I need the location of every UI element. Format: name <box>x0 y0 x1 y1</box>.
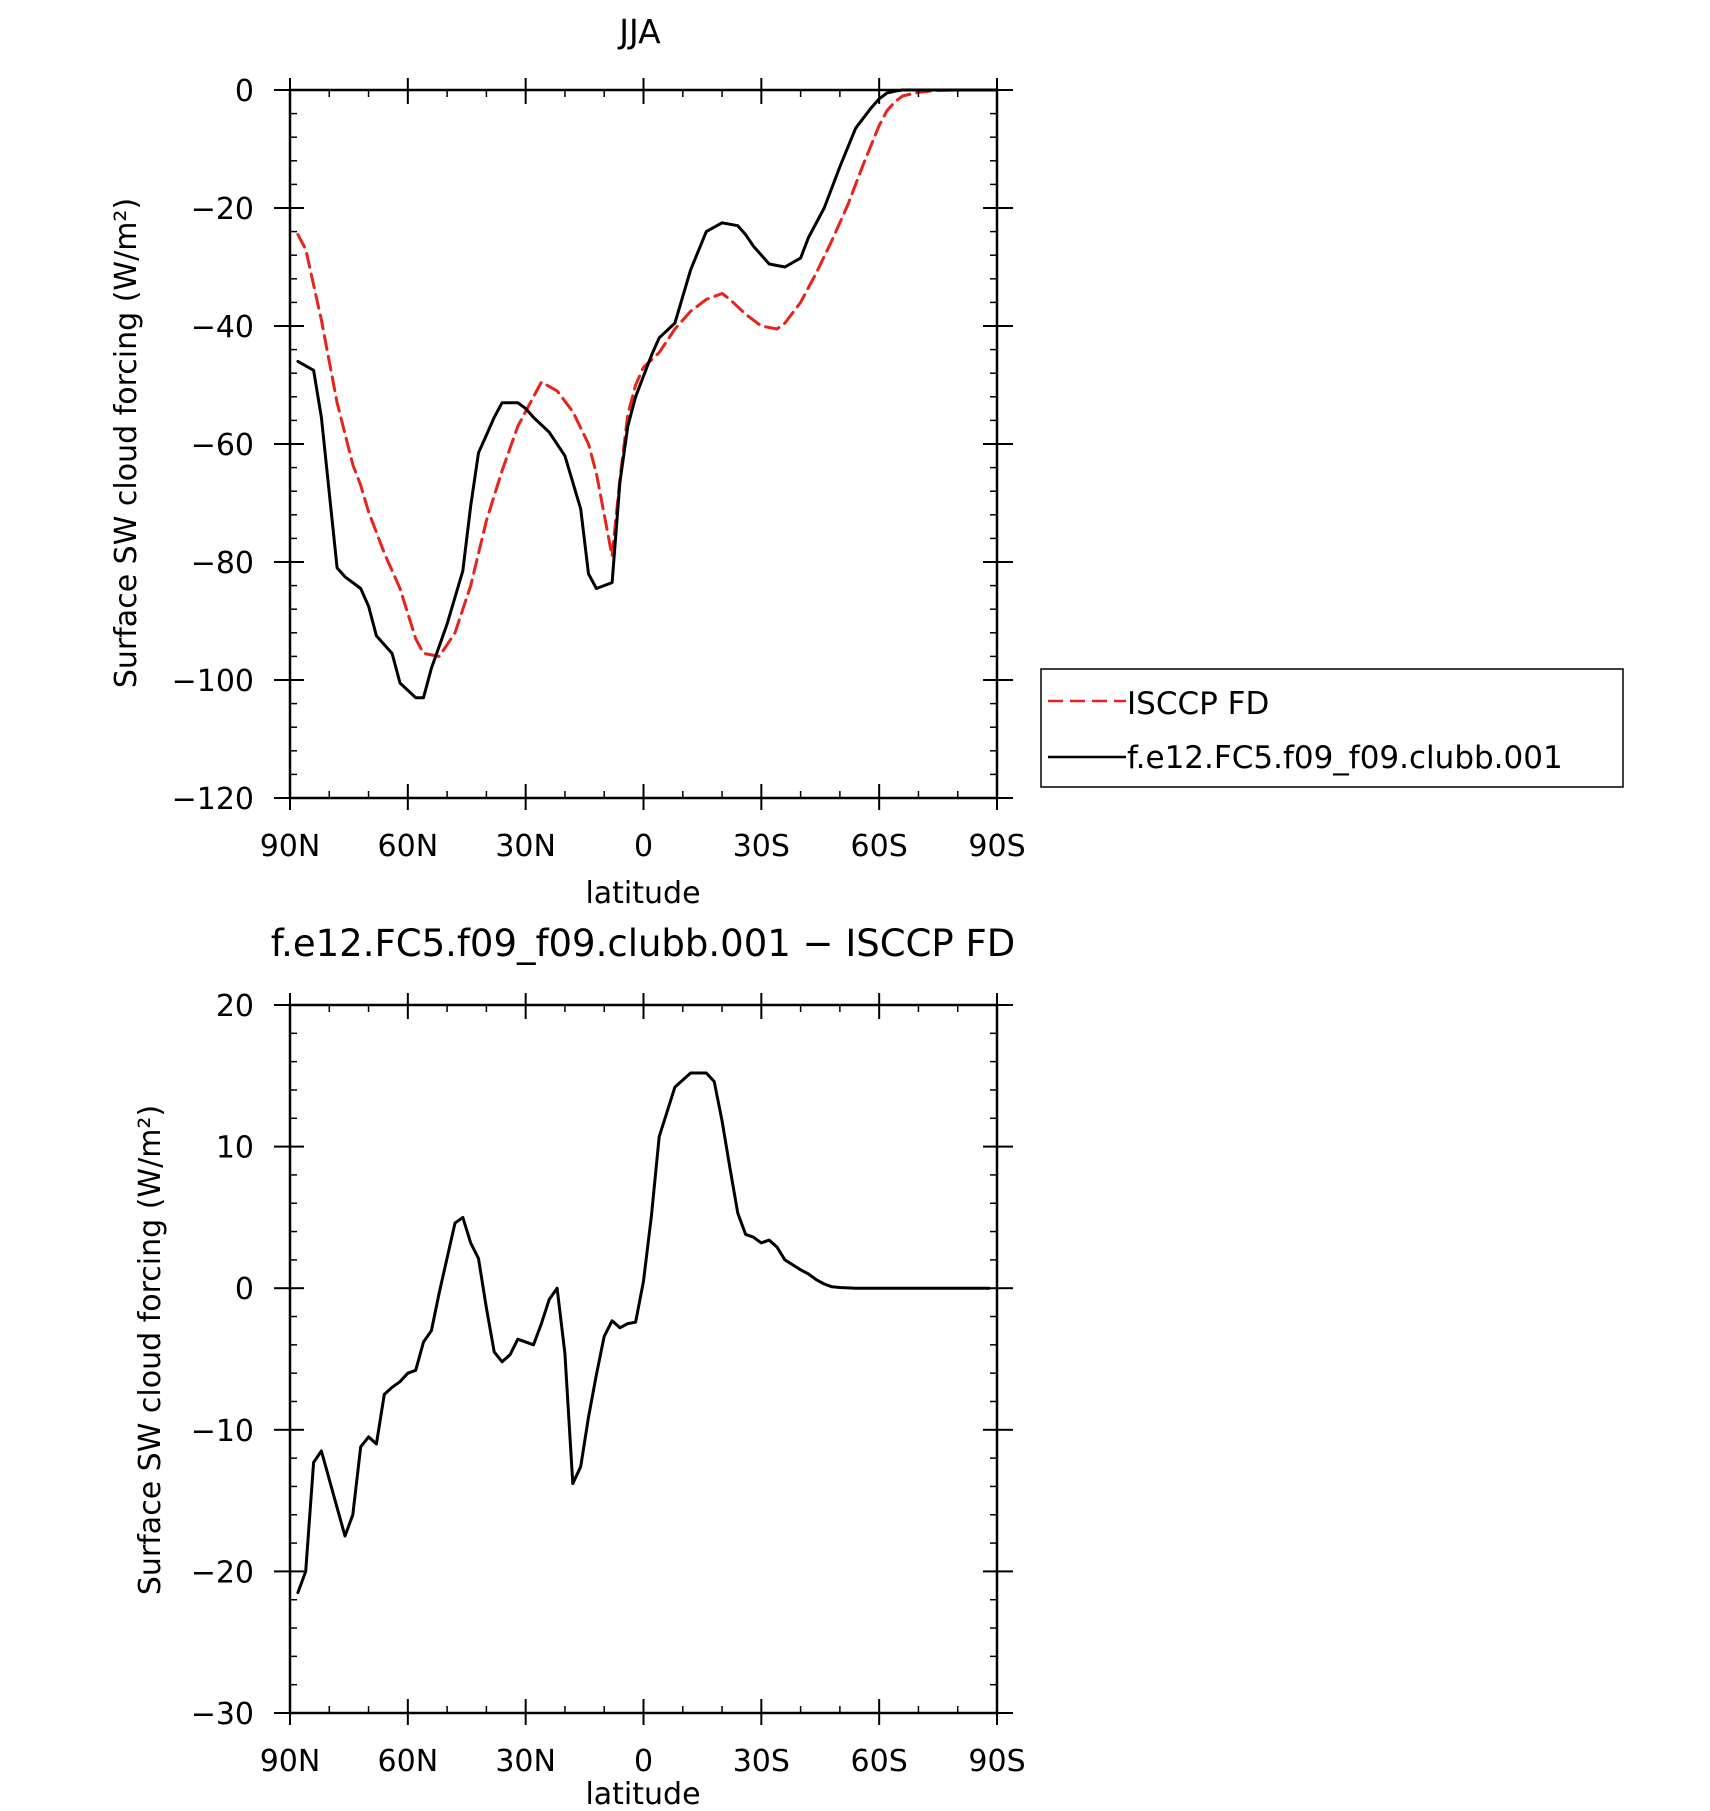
y-tick-label: −20 <box>191 1555 254 1590</box>
x-tick-label: 90S <box>968 1744 1025 1779</box>
top-series-line-0 <box>296 88 999 658</box>
y-tick-label: 0 <box>235 1272 254 1307</box>
top-chart-title: JJA <box>617 12 661 51</box>
bottom-chart-panel: f.e12.FC5.f09_f09.clubb.001 − ISCCP FD 9… <box>133 922 1026 1811</box>
x-tick-label: 90S <box>968 829 1025 864</box>
top-chart-plot-area <box>288 88 999 800</box>
top-plot-frame <box>288 88 999 800</box>
y-tick-label: −100 <box>172 664 254 699</box>
bottom-chart-x-axis-label: latitude <box>585 1777 700 1811</box>
top-chart-ticks: 90N 60N 30N 0 30S 60S 90S 0 −20 −40 −60 −80 −100 −120 <box>172 74 1026 864</box>
y-tick-label: −80 <box>191 546 254 581</box>
bot-series-line-0 <box>296 1071 991 1595</box>
x-tick-label: 30N <box>495 1744 556 1779</box>
x-tick-label: 60N <box>378 829 439 864</box>
top-chart-legend: ISCCP FD f.e12.FC5.f09_f09.clubb.001 <box>1040 668 1624 788</box>
top-series-line-1 <box>296 88 999 700</box>
top-chart-series-group <box>296 88 999 700</box>
legend-label-isccp: ISCCP FD <box>1127 686 1269 722</box>
bottom-chart-y-axis-label: Surface SW cloud forcing (W/m²) <box>133 1105 168 1595</box>
x-tick-label: 90N <box>260 1744 321 1779</box>
top-chart-x-axis-label: latitude <box>585 876 700 911</box>
y-tick-label: 20 <box>216 989 254 1024</box>
y-tick-label: −30 <box>191 1697 254 1732</box>
legend-box <box>1040 668 1624 788</box>
y-tick-label: −20 <box>191 192 254 227</box>
top-chart-panel: JJA 90N 60N 30N 0 30S 60S 90S 0 −20 −40 −60 −80 −100… <box>109 12 1624 911</box>
y-tick-label: −10 <box>191 1414 254 1449</box>
bottom-chart-title: f.e12.FC5.f09_f09.clubb.001 − ISCCP FD <box>271 922 1015 965</box>
y-tick-label: −120 <box>172 782 254 817</box>
x-tick-label: 90N <box>260 829 321 864</box>
x-tick-label: 30S <box>733 829 790 864</box>
x-tick-label: 0 <box>634 1744 653 1779</box>
y-tick-label: −40 <box>191 310 254 345</box>
y-tick-label: −60 <box>191 428 254 463</box>
legend-label-model: f.e12.FC5.f09_f09.clubb.001 <box>1127 740 1563 776</box>
x-tick-label: 30N <box>495 829 556 864</box>
x-tick-label: 60S <box>851 1744 908 1779</box>
x-tick-label: 60N <box>378 1744 439 1779</box>
y-tick-label: 0 <box>235 74 254 109</box>
bottom-chart-plot-area <box>288 1003 999 1715</box>
x-tick-label: 0 <box>634 829 653 864</box>
bottom-chart-series-group <box>296 1071 991 1595</box>
y-tick-label: 10 <box>216 1131 254 1166</box>
bot-plot-frame <box>288 1003 999 1715</box>
top-chart-y-axis-label: Surface SW cloud forcing (W/m²) <box>109 198 144 688</box>
bottom-chart-ticks: 90N 60N 30N 0 30S 60S 90S 20 10 0 −10 −20 −30 <box>191 989 1026 1779</box>
x-tick-label: 30S <box>733 1744 790 1779</box>
x-tick-label: 60S <box>851 829 908 864</box>
